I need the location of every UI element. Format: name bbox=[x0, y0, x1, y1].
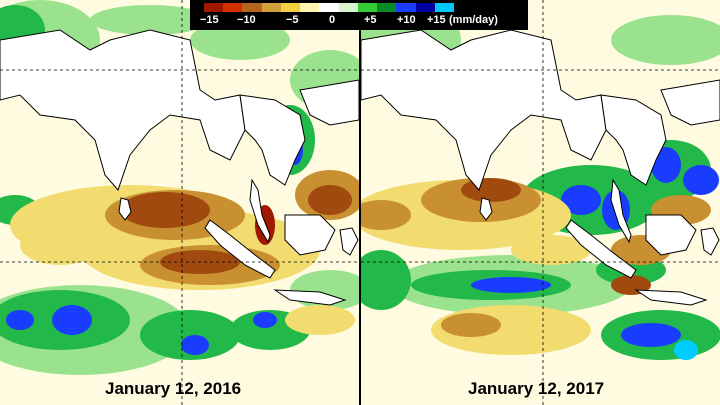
color-scale-legend: −15 −10 −5 0 +5 +10 +15 (mm/day) bbox=[190, 0, 528, 30]
color-scale-swatch bbox=[434, 3, 455, 12]
borneo bbox=[284, 214, 336, 256]
rainfall-anomaly-map-2017 bbox=[361, 0, 720, 405]
rainfall-anomaly-map-2016 bbox=[0, 0, 359, 405]
panel-divider bbox=[359, 0, 361, 405]
south-china bbox=[299, 79, 359, 126]
dry-anomaly-regions bbox=[361, 178, 711, 355]
map-panel-2017: January 12, 2017 bbox=[361, 0, 720, 405]
color-scale-swatch bbox=[357, 3, 378, 12]
malay-peninsula bbox=[249, 178, 271, 244]
sri-lanka bbox=[479, 197, 493, 221]
legend-unit: (mm/day) bbox=[449, 14, 498, 26]
color-scale-swatch bbox=[280, 3, 301, 12]
date-label-2016: January 12, 2016 bbox=[105, 379, 242, 398]
legend-tick: −15 bbox=[200, 14, 219, 26]
date-label-2017: January 12, 2017 bbox=[468, 379, 605, 398]
sri-lanka bbox=[118, 197, 132, 221]
sumatra bbox=[565, 219, 637, 279]
color-scale-swatch bbox=[377, 3, 397, 12]
indochina bbox=[239, 94, 306, 186]
legend-tick: −10 bbox=[237, 14, 256, 26]
java bbox=[634, 289, 708, 306]
color-scale-swatch bbox=[415, 3, 435, 12]
color-scale-bar bbox=[204, 3, 455, 12]
legend-tick: +5 bbox=[364, 14, 377, 26]
java bbox=[273, 289, 347, 306]
sulawesi bbox=[339, 227, 359, 256]
legend-tick: +10 bbox=[397, 14, 416, 26]
color-scale-swatch bbox=[319, 3, 339, 12]
color-scale-swatch bbox=[204, 3, 224, 12]
map-panel-2016: January 12, 2016 bbox=[0, 0, 359, 405]
south-china bbox=[660, 79, 720, 126]
borneo bbox=[645, 214, 697, 256]
legend-tick: 0 bbox=[329, 14, 336, 26]
graticule-lines bbox=[361, 0, 720, 405]
sumatra bbox=[204, 219, 276, 279]
color-scale-swatch bbox=[223, 3, 243, 12]
legend-tick: −5 bbox=[286, 14, 299, 26]
color-scale-swatch bbox=[261, 3, 281, 12]
color-scale-swatch bbox=[338, 3, 358, 12]
color-scale-swatch bbox=[242, 3, 262, 12]
indochina bbox=[600, 94, 667, 186]
malay-peninsula bbox=[610, 178, 632, 244]
legend-tick: +15 bbox=[427, 14, 446, 26]
color-scale-swatch bbox=[300, 3, 320, 12]
sulawesi bbox=[700, 227, 720, 256]
color-scale-swatch bbox=[396, 3, 416, 12]
dry-anomaly-regions bbox=[10, 170, 359, 335]
graticule-lines bbox=[0, 0, 359, 405]
